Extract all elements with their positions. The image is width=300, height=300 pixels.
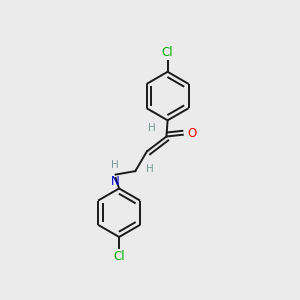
Text: H: H bbox=[148, 123, 156, 133]
Text: Cl: Cl bbox=[162, 46, 173, 59]
Text: Cl: Cl bbox=[113, 250, 125, 263]
Text: H: H bbox=[146, 164, 153, 174]
Text: H: H bbox=[111, 160, 119, 170]
Text: O: O bbox=[187, 127, 196, 140]
Text: N: N bbox=[111, 175, 120, 188]
